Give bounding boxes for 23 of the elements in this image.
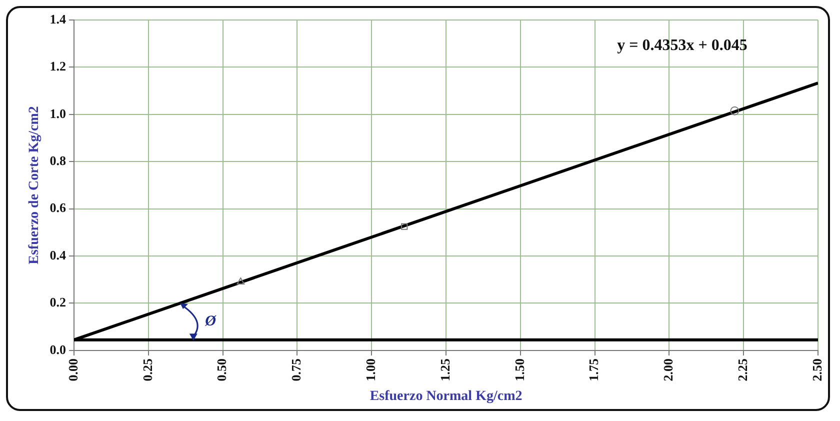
x-tick-label: 0.75 [288, 358, 304, 382]
y-tick-label: 0.4 [50, 247, 67, 262]
y-tick-label: 1.2 [50, 58, 66, 74]
x-tick-label: 2.50 [809, 358, 824, 382]
x-tick-label: 2.00 [660, 358, 676, 382]
x-tick-label: 1.50 [512, 358, 527, 382]
x-tick-label: 0.25 [140, 358, 155, 382]
x-tick-label: 1.25 [437, 358, 452, 382]
x-tick-label: 2.25 [734, 358, 750, 382]
y-tick-label: 0.6 [50, 200, 67, 216]
x-tick-label: 1.75 [586, 358, 602, 382]
y-tick-label: 0.0 [50, 342, 66, 357]
x-axis-title: Esfuerzo Normal Kg/cm2 [370, 389, 522, 404]
y-tick-label: 1.4 [50, 11, 67, 26]
x-tick-label: 0.50 [214, 358, 230, 382]
y-tick-label: 0.8 [50, 152, 67, 168]
y-tick-label: 1.0 [50, 106, 66, 121]
y-axis-title: Esfuerzo de Corte Kg/cm2 [27, 106, 42, 264]
x-tick-label: 0.00 [65, 358, 80, 382]
annotation: Ø [204, 314, 218, 330]
x-tick-label: 1.00 [362, 358, 378, 382]
y-tick-label: 0.2 [50, 294, 66, 310]
annotation: y = 0.4353x + 0.045 [617, 37, 748, 54]
